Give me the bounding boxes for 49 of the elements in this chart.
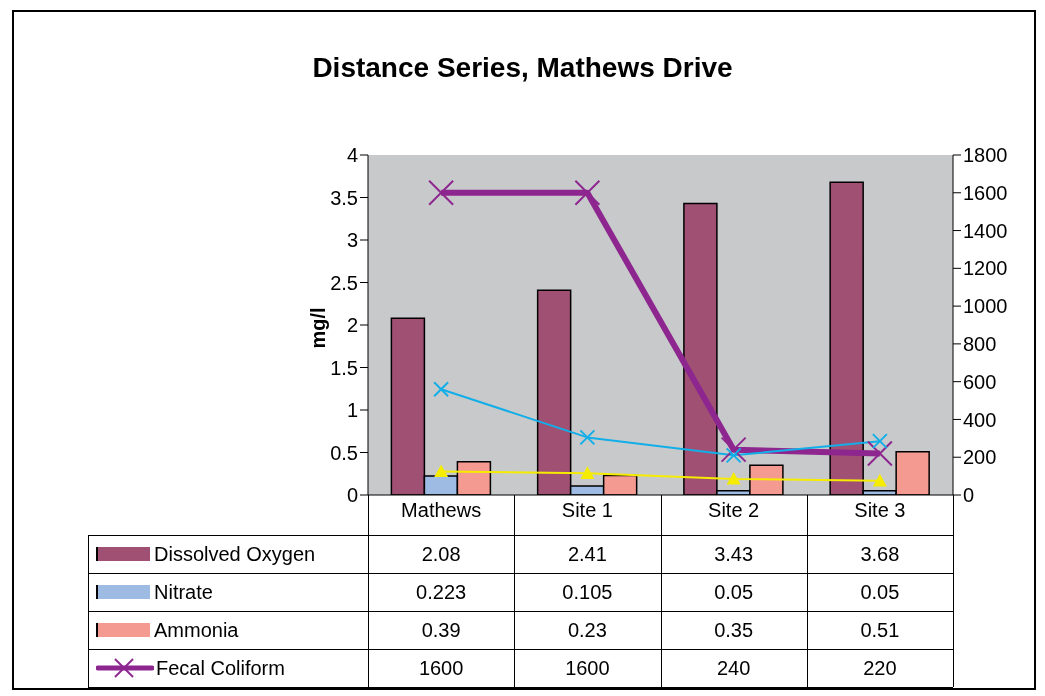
data-label: 0.223: [415, 579, 468, 605]
data-label: 220: [862, 655, 898, 681]
point: [580, 466, 595, 479]
data-label: 0.105: [561, 579, 614, 605]
data-label: 240: [715, 655, 752, 681]
y2-tick-label: 1800: [963, 144, 1008, 167]
y2-tick-label: 600: [963, 370, 997, 393]
y-tick-label: 3: [346, 229, 358, 252]
point: [726, 471, 741, 485]
y-tick-label: 4: [346, 144, 358, 167]
y-tick-label: 2: [346, 314, 358, 337]
legend-label: Ammonia: [154, 618, 239, 642]
y-tick-label: 0.5: [330, 441, 358, 464]
data-label: 1600: [417, 655, 465, 681]
y2-tick-label: 1000: [963, 295, 1008, 318]
data-label: 3.68: [859, 541, 901, 567]
legend-label: Fecal Coliform: [156, 656, 285, 680]
point: [872, 473, 887, 487]
x-tick-label: Site 1: [561, 499, 613, 522]
y2-tick-label: 1200: [963, 257, 1008, 280]
point: [434, 464, 449, 477]
data-label: 0.05: [859, 579, 901, 605]
y2-tick-label: 400: [963, 408, 997, 431]
data-label: 3.43: [713, 541, 755, 567]
y-tick-label: 3.5: [330, 186, 358, 209]
data-label: 0.23: [566, 617, 608, 643]
x-tick-label: Mathews: [401, 499, 482, 522]
data-label: 1600: [564, 655, 611, 681]
x-tick-label: Site 2: [708, 499, 760, 522]
data-label: 0.05: [713, 579, 755, 605]
chart-title: Distance Series, Mathews Drive: [311, 52, 734, 84]
data-label: 0.39: [420, 617, 462, 643]
y-tick-label: 2.5: [330, 271, 358, 294]
y2-tick-label: 1600: [963, 181, 1008, 204]
y-tick-label: 1.5: [330, 356, 358, 379]
y2-tick-label: 800: [963, 332, 997, 355]
legend-label: Nitrate: [154, 580, 213, 604]
data-label: 0.35: [713, 617, 755, 643]
y2-tick-label: 1400: [963, 219, 1008, 242]
data-label: 2.08: [420, 541, 462, 567]
y-axis-title: mg/l: [306, 307, 330, 349]
x-tick-label: Site 3: [854, 499, 906, 522]
data-label: 2.41: [566, 541, 608, 567]
y-tick-label: 0: [346, 484, 358, 507]
legend-label: Dissolved Oxygen: [154, 542, 316, 566]
y2-tick-label: 0: [963, 484, 975, 507]
data-label: 0.51: [859, 617, 901, 643]
y-tick-label: 1: [346, 399, 358, 422]
y2-tick-label: 200: [963, 446, 997, 469]
